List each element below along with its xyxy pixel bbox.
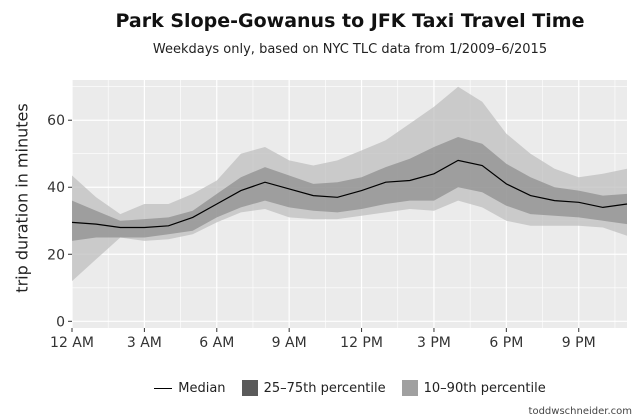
legend: Median 25–75th percentile 10–90th percen…: [0, 380, 640, 396]
source-credit: toddwschneider.com: [528, 406, 632, 417]
x-tick-label: 12 PM: [340, 335, 383, 351]
y-tick-label: 60: [47, 113, 65, 129]
x-tick-label: 3 PM: [417, 335, 451, 351]
y-tick-labels: 0 20 40 60: [47, 113, 72, 330]
median-line: [71, 159, 628, 229]
y-tick-label: 40: [47, 180, 65, 196]
chart-title: Park Slope-Gowanus to JFK Taxi Travel Ti…: [115, 10, 585, 32]
x-tick-label: 3 AM: [127, 335, 162, 351]
legend-item-median: Median: [154, 380, 226, 396]
x-tick-label: 9 AM: [272, 335, 307, 351]
chart: 0 20 40 60 12 AM 3 AM 6 AM 9 AM 12 PM 3 PM 6 PM 9 …: [47, 80, 628, 351]
legend-swatch-25-75: [241, 380, 258, 396]
y-tick-label: 20: [47, 247, 65, 263]
legend-swatch-median: [154, 387, 173, 389]
legend-item-25-75: 25–75th percentile: [241, 380, 386, 396]
chart-subtitle: Weekdays only, based on NYC TLC data fro…: [152, 42, 548, 57]
x-tick-label: 9 PM: [562, 335, 596, 351]
x-tick-labels: 12 AM 3 AM 6 AM 9 AM 12 PM 3 PM 6 PM 9 PM: [50, 328, 596, 351]
x-tick-label: 6 AM: [199, 335, 234, 351]
y-tick-label: 0: [56, 314, 65, 330]
legend-item-10-90: 10–90th percentile: [401, 380, 546, 396]
band-25-75-percentile: [72, 137, 627, 241]
legend-swatch-10-90: [401, 380, 418, 396]
x-tick-label: 12 AM: [50, 335, 94, 351]
legend-label-median: Median: [178, 380, 226, 396]
x-tick-label: 6 PM: [489, 335, 523, 351]
legend-label-25-75: 25–75th percentile: [263, 380, 386, 396]
legend-label-10-90: 10–90th percentile: [423, 380, 546, 396]
